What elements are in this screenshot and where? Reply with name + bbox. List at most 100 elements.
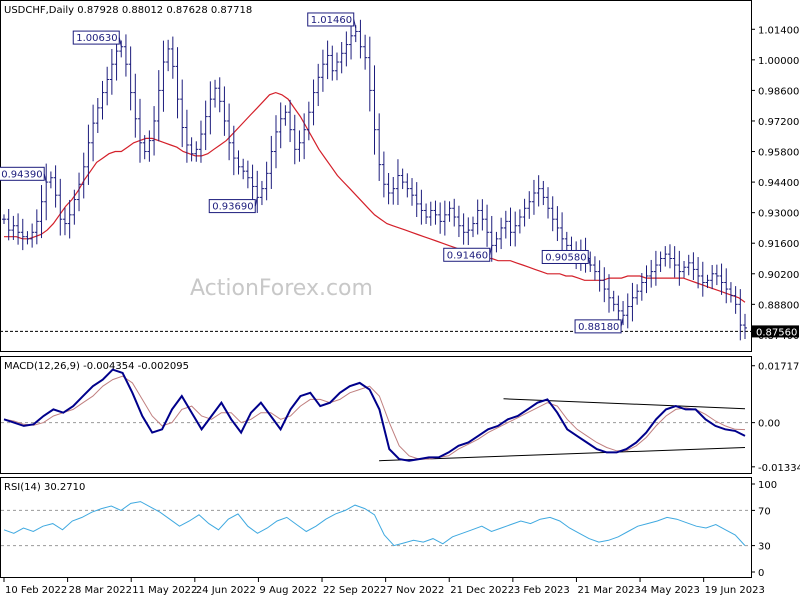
- price-annotation: 0.94390: [0, 166, 47, 183]
- price-bar: [306, 101, 311, 141]
- price-bar: [714, 264, 719, 286]
- price-bar: [700, 261, 705, 297]
- price-bar: [222, 86, 227, 136]
- rsi-panel-frame: [0, 477, 752, 578]
- price-bar: [606, 274, 611, 313]
- x-tick-label: 7 Nov 2022: [387, 585, 445, 596]
- rsi-y-axis: 100 70 30 0: [751, 480, 777, 579]
- price-bar: [367, 36, 372, 112]
- price-bar: [682, 260, 687, 278]
- price-bar: [461, 213, 466, 245]
- price-bar: [77, 172, 82, 212]
- price-bar: [442, 200, 447, 236]
- price-bar: [325, 40, 330, 80]
- price-bar: [334, 52, 339, 81]
- price-bar: [203, 100, 208, 151]
- price-bar: [602, 267, 607, 303]
- rsi-y-tick-label: 100: [758, 480, 777, 491]
- price-bar: [560, 212, 565, 255]
- price-bar: [34, 209, 39, 245]
- x-tick-label: 21 Dec 2022: [450, 585, 514, 596]
- price-y-tick-label: 0.97200: [758, 117, 799, 128]
- price-bar: [349, 20, 354, 60]
- price-bar: [6, 208, 11, 241]
- price-bar: [400, 168, 405, 190]
- price-bar: [283, 105, 288, 126]
- price-annotation: 0.91460: [443, 246, 493, 262]
- price-bar: [250, 164, 255, 200]
- price-bar: [503, 210, 508, 239]
- price-bar: [724, 268, 729, 304]
- price-panel-frame: [0, 0, 752, 352]
- price-y-tick-label: 0.91600: [758, 239, 799, 250]
- price-bar: [381, 151, 386, 198]
- price-bar: [710, 265, 715, 290]
- price-bar: [410, 178, 415, 206]
- price-bar: [377, 113, 382, 181]
- price-annotation: 0.93690: [208, 197, 258, 214]
- price-bar: [616, 295, 621, 320]
- price-bar: [100, 80, 105, 120]
- price-bar: [264, 161, 269, 201]
- price-bar: [194, 141, 199, 162]
- macd-panel-title: MACD(12,26,9) -0.004354 -0.002095: [4, 361, 189, 372]
- x-tick-label: 21 Mar 2023: [577, 585, 640, 596]
- price-bar: [166, 39, 171, 72]
- price-bar: [705, 274, 710, 289]
- price-annotation-label: 1.01460: [311, 15, 352, 26]
- price-bar: [39, 185, 44, 239]
- x-tick-label: 3 Feb 2023: [514, 585, 570, 596]
- rsi-panel-title: RSI(14) 30.2710: [4, 482, 85, 493]
- price-bar: [395, 159, 400, 205]
- price-bar: [625, 293, 630, 329]
- price-bar: [522, 198, 527, 227]
- price-bar: [555, 206, 560, 242]
- price-bar: [320, 49, 325, 92]
- price-bar: [658, 251, 663, 273]
- price-bar: [241, 158, 246, 180]
- price-bar: [470, 216, 475, 238]
- price-panel-title: USDCHF,Daily 0.87928 0.88012 0.87628 0.8…: [4, 5, 252, 16]
- price-y-tick-label: 0.94400: [758, 178, 799, 189]
- rsi-line: [3, 501, 746, 547]
- price-bar: [297, 130, 302, 162]
- price-bar: [138, 98, 143, 163]
- price-bar: [16, 213, 21, 245]
- price-annotation: 1.01460: [307, 12, 357, 29]
- price-bar: [424, 203, 429, 224]
- price-bar: [62, 207, 67, 236]
- price-annotation-label: 0.88180: [578, 322, 619, 333]
- price-bar: [288, 99, 293, 143]
- price-bar: [480, 199, 485, 231]
- price-bar: [30, 223, 35, 248]
- price-bar: [363, 34, 368, 70]
- price-bar: [269, 135, 274, 189]
- price-bar: [536, 175, 541, 207]
- price-bar: [189, 137, 194, 162]
- price-y-tick-label: 0.93000: [758, 209, 799, 220]
- x-tick-label: 4 May 2023: [641, 585, 700, 596]
- rsi-y-tick-label: 30: [758, 542, 771, 553]
- x-tick-label: 24 Jun 2022: [196, 585, 256, 596]
- price-bar: [142, 135, 147, 160]
- price-y-tick-label: 0.88800: [758, 300, 799, 311]
- price-bar: [48, 171, 53, 189]
- x-tick-label: 9 Aug 2022: [259, 585, 317, 596]
- price-bar: [677, 250, 682, 286]
- price-bar: [67, 199, 72, 239]
- price-bar: [213, 79, 218, 108]
- rsi-panel: RSI(14) 30.2710 100 70 30 0: [0, 477, 777, 579]
- price-bar: [147, 130, 152, 162]
- price-bar: [728, 282, 733, 303]
- price-bar: [91, 104, 96, 162]
- price-bar: [517, 209, 522, 234]
- price-bar: [109, 48, 114, 95]
- price-bar: [123, 34, 128, 77]
- price-bar: [2, 214, 6, 225]
- price-bar: [161, 40, 166, 112]
- price-bar: [53, 165, 58, 208]
- price-annotation: 1.00630: [72, 30, 122, 47]
- price-bar: [691, 252, 696, 280]
- price-bar: [611, 290, 616, 312]
- price-bar: [105, 66, 110, 106]
